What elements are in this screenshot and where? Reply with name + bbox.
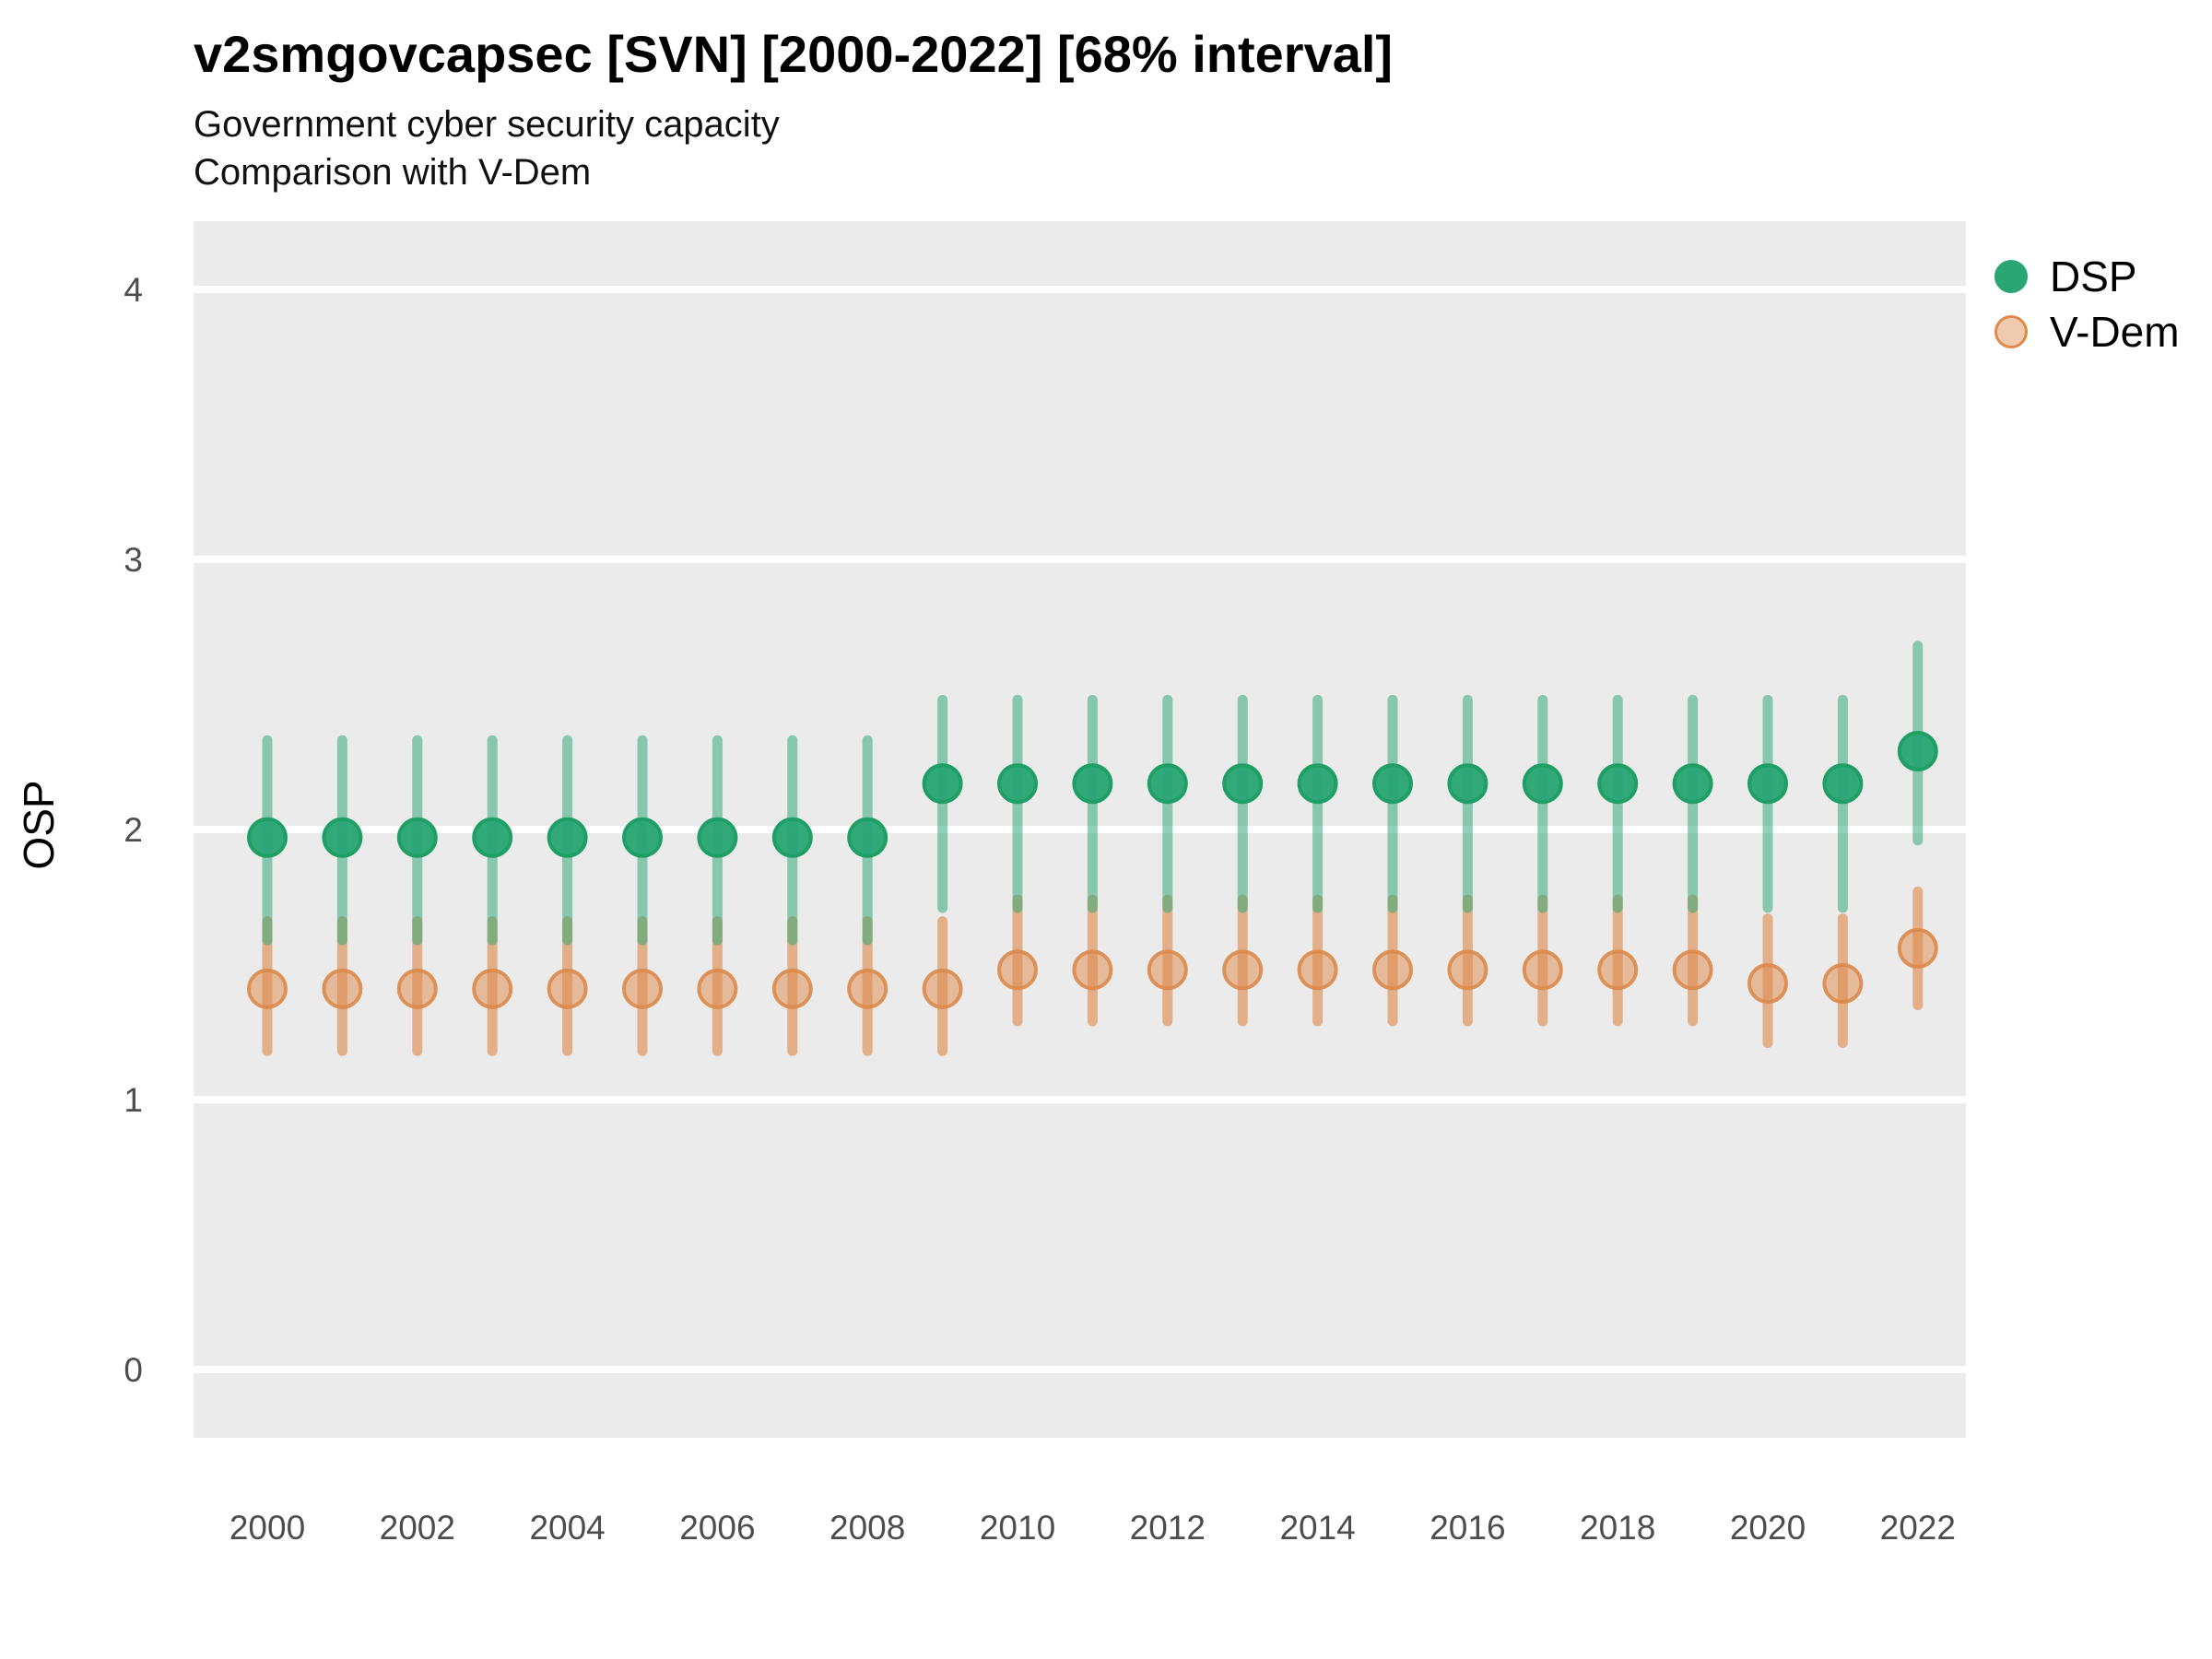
chart-title: v2smgovcapsec [SVN] [2000-2022] [68% int…	[194, 25, 1393, 83]
point-dsp-2013	[1222, 763, 1264, 805]
point-vdem-2002	[396, 968, 438, 1009]
x-tick-label-2016: 2016	[1430, 1509, 1505, 1547]
point-vdem-2007	[771, 968, 813, 1009]
point-vdem-2020	[1747, 963, 1788, 1005]
point-dsp-2004	[547, 817, 588, 858]
point-dsp-2003	[472, 817, 513, 858]
x-tick-label-2022: 2022	[1880, 1509, 1956, 1547]
point-dsp-2022	[1897, 731, 1938, 772]
point-dsp-2010	[997, 763, 1038, 805]
x-tick-label-2006: 2006	[679, 1509, 755, 1547]
point-vdem-2009	[922, 968, 963, 1009]
legend-swatch-dsp-icon	[1994, 260, 2028, 293]
point-vdem-2015	[1372, 949, 1413, 991]
point-vdem-2003	[472, 968, 513, 1009]
point-dsp-2007	[771, 817, 813, 858]
plot-panel	[194, 221, 1966, 1438]
point-vdem-2006	[697, 968, 738, 1009]
point-vdem-2001	[322, 968, 363, 1009]
point-vdem-2010	[997, 949, 1038, 991]
point-vdem-2013	[1222, 949, 1264, 991]
x-tick-label-2000: 2000	[229, 1509, 305, 1547]
x-tick-label-2012: 2012	[1130, 1509, 1206, 1547]
point-dsp-2009	[922, 763, 963, 805]
point-vdem-2011	[1072, 949, 1113, 991]
chart-subtitle-line1: Government cyber security capacity	[194, 104, 780, 145]
point-dsp-2020	[1747, 763, 1788, 805]
point-dsp-2008	[847, 817, 888, 858]
axis-labels: 0 1 2 3 4 2000 2002 2004 2006 2008 2010 2012 2014 201…	[124, 271, 1956, 1547]
point-dsp-2005	[622, 817, 663, 858]
x-tick-label-2008: 2008	[830, 1509, 905, 1547]
point-dsp-2001	[322, 817, 363, 858]
x-tick-label-2002: 2002	[380, 1509, 455, 1547]
point-dsp-2015	[1372, 763, 1413, 805]
point-dsp-2012	[1147, 763, 1188, 805]
point-vdem-2014	[1297, 949, 1338, 991]
y-tick-label-1: 1	[124, 1081, 143, 1119]
x-tick-label-2014: 2014	[1279, 1509, 1355, 1547]
point-vdem-2004	[547, 968, 588, 1009]
point-vdem-2022	[1897, 927, 1938, 969]
y-axis-title: OSP	[15, 780, 63, 869]
point-vdem-2018	[1597, 949, 1639, 991]
point-vdem-2017	[1522, 949, 1563, 991]
point-vdem-2012	[1147, 949, 1188, 991]
point-vdem-2019	[1672, 949, 1713, 991]
legend-swatch-vdem-icon	[1994, 315, 2028, 348]
point-dsp-2000	[247, 817, 288, 858]
point-vdem-2021	[1822, 963, 1864, 1005]
x-tick-label-2010: 2010	[980, 1509, 1055, 1547]
point-dsp-2014	[1297, 763, 1338, 805]
y-tick-label-2: 2	[124, 811, 143, 849]
x-tick-label-2018: 2018	[1580, 1509, 1655, 1547]
y-tick-label-0: 0	[124, 1351, 143, 1389]
legend-label-dsp: DSP	[2050, 253, 2137, 300]
point-dsp-2019	[1672, 763, 1713, 805]
point-vdem-2000	[247, 968, 288, 1009]
y-tick-label-3: 3	[124, 541, 143, 579]
x-tick-label-2020: 2020	[1730, 1509, 1806, 1547]
chart-subtitle-line2: Comparison with V-Dem	[194, 152, 591, 193]
point-dsp-2016	[1447, 763, 1488, 805]
point-dsp-2002	[396, 817, 438, 858]
point-dsp-2011	[1072, 763, 1113, 805]
point-vdem-2008	[847, 968, 888, 1009]
y-tick-label-4: 4	[124, 271, 143, 309]
point-dsp-2018	[1597, 763, 1639, 805]
point-dsp-2017	[1522, 763, 1563, 805]
x-tick-label-2004: 2004	[529, 1509, 605, 1547]
point-vdem-2016	[1447, 949, 1488, 991]
point-dsp-2021	[1822, 763, 1864, 805]
legend: DSP V-Dem	[1994, 253, 2180, 356]
point-vdem-2005	[622, 968, 663, 1009]
legend-label-vdem: V-Dem	[2050, 308, 2180, 356]
data-marks	[247, 641, 1938, 1056]
point-dsp-2006	[697, 817, 738, 858]
